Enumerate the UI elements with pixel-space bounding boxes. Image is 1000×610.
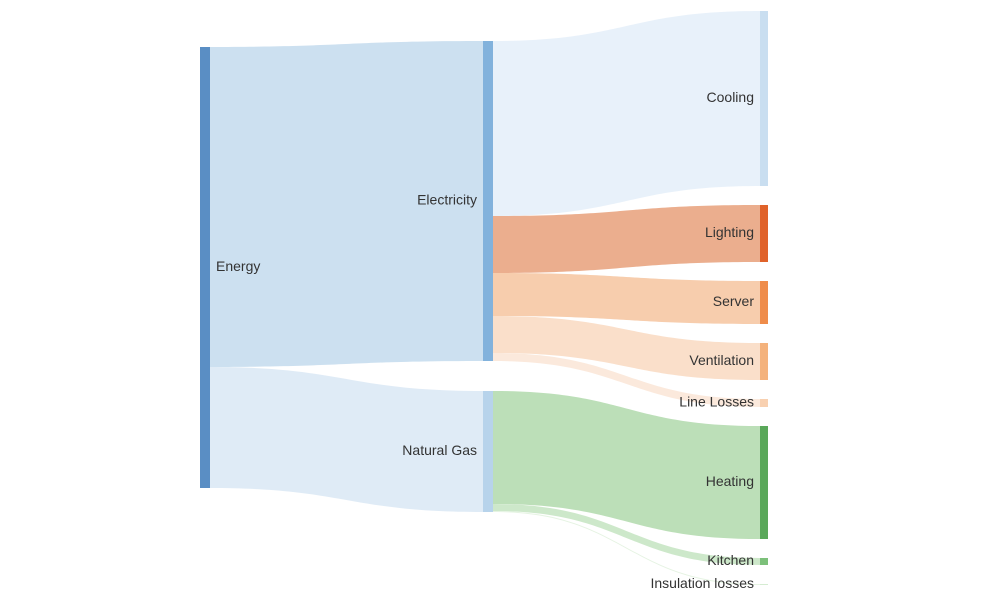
node-label: Lighting bbox=[705, 224, 754, 240]
link bbox=[210, 367, 483, 512]
link bbox=[493, 353, 760, 407]
node-label: Kitchen bbox=[707, 552, 754, 568]
link bbox=[493, 391, 760, 539]
links bbox=[210, 11, 760, 585]
node bbox=[760, 584, 768, 585]
node bbox=[760, 343, 768, 380]
node-label: Electricity bbox=[417, 192, 477, 208]
node bbox=[483, 41, 493, 361]
link bbox=[493, 205, 760, 273]
node-label: Natural Gas bbox=[402, 442, 477, 458]
node bbox=[760, 11, 768, 186]
node bbox=[760, 558, 768, 565]
node-label: Energy bbox=[216, 258, 260, 274]
node-label: Insulation losses bbox=[650, 575, 754, 591]
node bbox=[483, 391, 493, 512]
node bbox=[760, 399, 768, 407]
link bbox=[210, 41, 483, 367]
link bbox=[493, 511, 760, 585]
link bbox=[493, 11, 760, 216]
node bbox=[760, 426, 768, 539]
node-label: Server bbox=[713, 293, 755, 309]
node-label: Line Losses bbox=[679, 394, 754, 410]
node bbox=[760, 281, 768, 324]
node-label: Heating bbox=[706, 473, 754, 489]
node bbox=[200, 47, 210, 488]
node bbox=[760, 205, 768, 262]
link bbox=[493, 504, 760, 565]
link bbox=[493, 273, 760, 324]
link bbox=[493, 316, 760, 380]
node-label: Ventilation bbox=[689, 352, 754, 368]
node-label: Cooling bbox=[707, 89, 754, 105]
